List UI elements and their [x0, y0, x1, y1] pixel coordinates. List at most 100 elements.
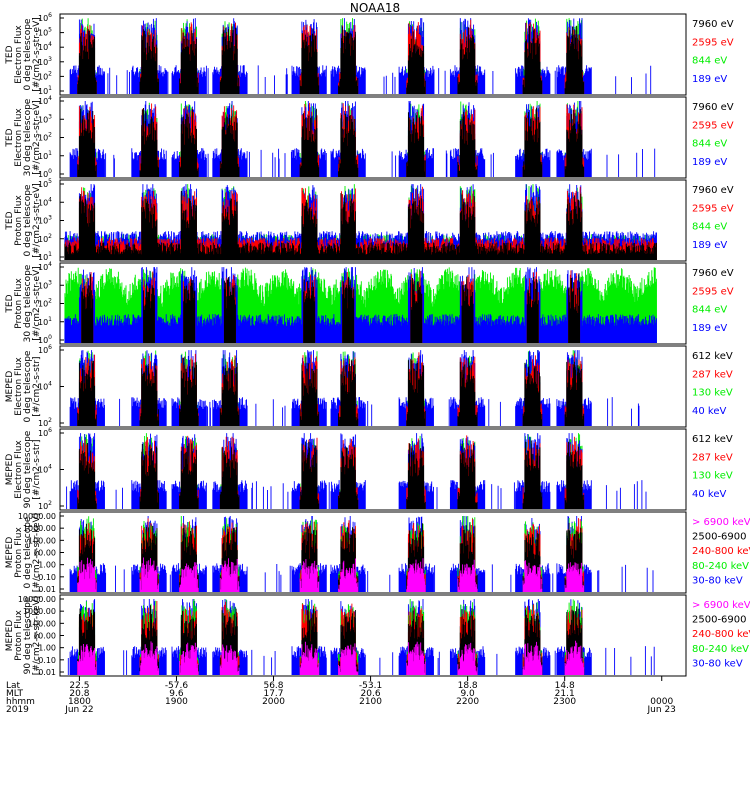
- legend-entry: 612 keV: [692, 351, 733, 362]
- legend-entry: 287 keV: [692, 369, 733, 380]
- legend-entry: 80-240 keV: [692, 561, 749, 572]
- y-tick-label: 103: [38, 215, 52, 226]
- x-tick-label: 1800: [68, 697, 91, 707]
- series-magenta: [77, 640, 585, 675]
- y-tick-label: 104: [38, 41, 52, 52]
- y-axis-label: 90 deg telescope: [23, 596, 33, 674]
- legend-entry: > 6900 keV: [692, 600, 750, 611]
- legend-entry: 2595 eV: [692, 120, 734, 131]
- y-axis-label: Proton Flux: [14, 278, 24, 329]
- y-tick-label: 102: [38, 417, 52, 428]
- legend-entry: 240-800 keV: [692, 546, 750, 557]
- legend-entry: 189 eV: [692, 240, 727, 251]
- y-axis-label: [#/cm2-s-str-keV]: [32, 596, 42, 675]
- legend-entry: 287 keV: [692, 452, 733, 463]
- legend-entry: 2595 eV: [692, 286, 734, 297]
- legend-entry: 189 eV: [692, 74, 727, 85]
- x-tick-label: 22.5: [69, 681, 89, 691]
- y-tick-label: 104: [38, 464, 52, 475]
- y-tick-label: 104: [38, 196, 52, 207]
- y-axis-label: Electron Flux: [14, 440, 24, 499]
- y-tick-label: 1.00: [38, 561, 56, 570]
- x-tick-label: 17.7: [263, 689, 283, 699]
- legend-entry: 30-80 keV: [692, 575, 743, 586]
- chart-title: NOAA18: [349, 1, 401, 15]
- y-tick-label: 105: [38, 178, 52, 189]
- y-tick-label: 102: [38, 233, 52, 244]
- y-tick-label: 1000.00: [23, 524, 56, 533]
- legend-entry: 844 eV: [692, 305, 727, 316]
- series-black: [77, 440, 585, 509]
- x-tick-label: -57.6: [165, 681, 189, 691]
- legend-entry: 844 eV: [692, 222, 727, 233]
- legend-entry: 2500-6900: [692, 532, 747, 543]
- x-tick-label: 18.8: [458, 681, 478, 691]
- y-tick-label: 104: [38, 261, 52, 272]
- y-axis-label: [#/cm2-s-str-keV]: [32, 513, 42, 592]
- y-tick-label: 104: [38, 95, 52, 106]
- legend-entry: 612 keV: [692, 434, 733, 445]
- legend-entry: 130 keV: [692, 471, 733, 482]
- y-tick-label: 10000.00: [18, 512, 56, 521]
- y-axis-label: TED: [5, 128, 15, 147]
- y-tick-label: 103: [38, 113, 52, 124]
- x-tick-label: 2000: [262, 697, 285, 707]
- y-axis-label: MEPED: [5, 620, 15, 652]
- y-tick-label: 105: [38, 27, 52, 38]
- y-tick-label: 106: [38, 427, 52, 438]
- legend-entry: 7960 eV: [692, 185, 734, 196]
- y-tick-label: 1000.00: [23, 607, 56, 616]
- y-axis-label: Proton Flux: [14, 610, 24, 661]
- y-axis-label: TED: [5, 45, 15, 64]
- y-axis-label: [#/cm2-s-str-eV]: [32, 100, 42, 175]
- legend-entry: 844 eV: [692, 139, 727, 150]
- y-tick-label: 0.10: [38, 656, 56, 665]
- y-tick-label: 1.00: [38, 644, 56, 653]
- x-tick-label: 2200: [456, 697, 479, 707]
- x-tick-label: Jun 23: [647, 705, 676, 715]
- y-axis-label: Electron Flux: [14, 108, 24, 167]
- y-tick-label: 102: [38, 500, 52, 511]
- footer-row-label: Lat: [6, 681, 21, 691]
- y-axis-label: 0 deg telescope: [23, 516, 33, 588]
- x-tick-label: 9.0: [460, 689, 475, 699]
- y-axis-label: Proton Flux: [14, 195, 24, 246]
- x-tick-label: 0000: [650, 697, 673, 707]
- y-axis-label: [#/cm2-s-str-eV]: [32, 266, 42, 341]
- legend-entry: 7960 eV: [692, 102, 734, 113]
- legend-entry: 40 keV: [692, 489, 726, 500]
- series-blue: [64, 267, 657, 343]
- legend-entry: 130 keV: [692, 388, 733, 399]
- y-axis-label: 30 deg telescope: [23, 98, 33, 176]
- series-black: [77, 107, 585, 177]
- y-axis-label: 30 deg telescope: [23, 264, 33, 342]
- y-tick-label: 102: [38, 298, 52, 309]
- y-axis-label: 0 deg telescope: [23, 350, 33, 422]
- x-tick-label: 20.6: [361, 689, 381, 699]
- x-tick-label: 9.6: [169, 689, 184, 699]
- panel-frame: [59, 13, 687, 96]
- legend-entry: 30-80 keV: [692, 658, 743, 669]
- y-axis-label: [#/cm2-s-str]: [32, 356, 42, 416]
- x-tick-label: 1900: [165, 697, 188, 707]
- y-tick-label: 10.00: [33, 632, 56, 641]
- legend-entry: 844 eV: [692, 56, 727, 67]
- y-tick-label: 101: [38, 316, 52, 327]
- y-tick-label: 102: [38, 132, 52, 143]
- series-black: [64, 191, 657, 260]
- legend-entry: 189 eV: [692, 157, 727, 168]
- y-tick-label: 100: [38, 334, 52, 345]
- legend-entry: 7960 eV: [692, 268, 734, 279]
- series-black: [77, 25, 585, 94]
- y-tick-label: 0.01: [38, 668, 56, 677]
- x-tick-label: 21.1: [555, 689, 575, 699]
- y-tick-label: 106: [38, 344, 52, 355]
- series-black: [81, 273, 581, 343]
- x-tick-label: Jun 22: [64, 705, 93, 715]
- y-axis-label: [#/cm2-s-str-eV]: [32, 183, 42, 258]
- y-axis-label: MEPED: [5, 537, 15, 569]
- y-tick-label: 101: [38, 150, 52, 161]
- footer-row-label: 2019: [6, 705, 29, 715]
- footer-row-label: hhmm: [6, 697, 35, 707]
- y-tick-label: 10000.00: [18, 595, 56, 604]
